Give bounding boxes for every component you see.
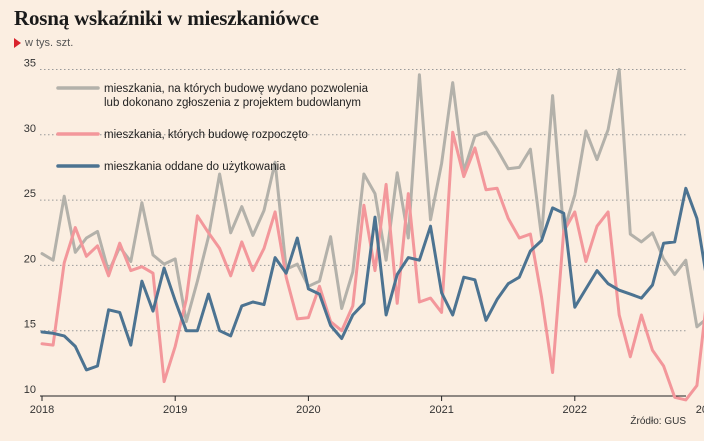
chart-subtitle: w tys. szt. bbox=[14, 37, 73, 49]
marker-triangle-icon bbox=[14, 38, 21, 49]
x-tick-label: 2020 bbox=[296, 404, 320, 416]
chart-title: Rosną wskaźniki w mieszkaniówce bbox=[14, 6, 319, 30]
y-tick-label: 25 bbox=[24, 188, 36, 200]
series-line-starts bbox=[40, 130, 704, 402]
legend-label-starts: mieszkania, których budowę rozpoczęto bbox=[104, 129, 308, 141]
legend-label-permits: lub dokonano zgłoszenia z projektem budo… bbox=[104, 97, 361, 109]
series-line-permits bbox=[40, 68, 704, 329]
legend-label-permits: mieszkania, na których budowę wydano poz… bbox=[104, 83, 369, 95]
series-line-completed bbox=[40, 186, 704, 372]
legend-label-completed: mieszkania oddane do użytkowania bbox=[104, 161, 286, 173]
y-tick-label: 30 bbox=[24, 123, 36, 135]
y-tick-label: 15 bbox=[24, 319, 36, 331]
x-tick-label: 2021 bbox=[429, 404, 453, 416]
x-tick-label: 2022 bbox=[563, 404, 587, 416]
y-tick-label: 20 bbox=[24, 253, 36, 265]
y-tick-label: 35 bbox=[24, 58, 36, 70]
source-label: Źródło: GUS bbox=[630, 414, 686, 427]
y-tick-label: 10 bbox=[24, 384, 36, 396]
x-tick-label: 2023 bbox=[696, 404, 704, 416]
x-tick-label: 2018 bbox=[30, 404, 54, 416]
unit-label: w tys. szt. bbox=[25, 37, 74, 49]
x-tick-label: 2019 bbox=[163, 404, 187, 416]
